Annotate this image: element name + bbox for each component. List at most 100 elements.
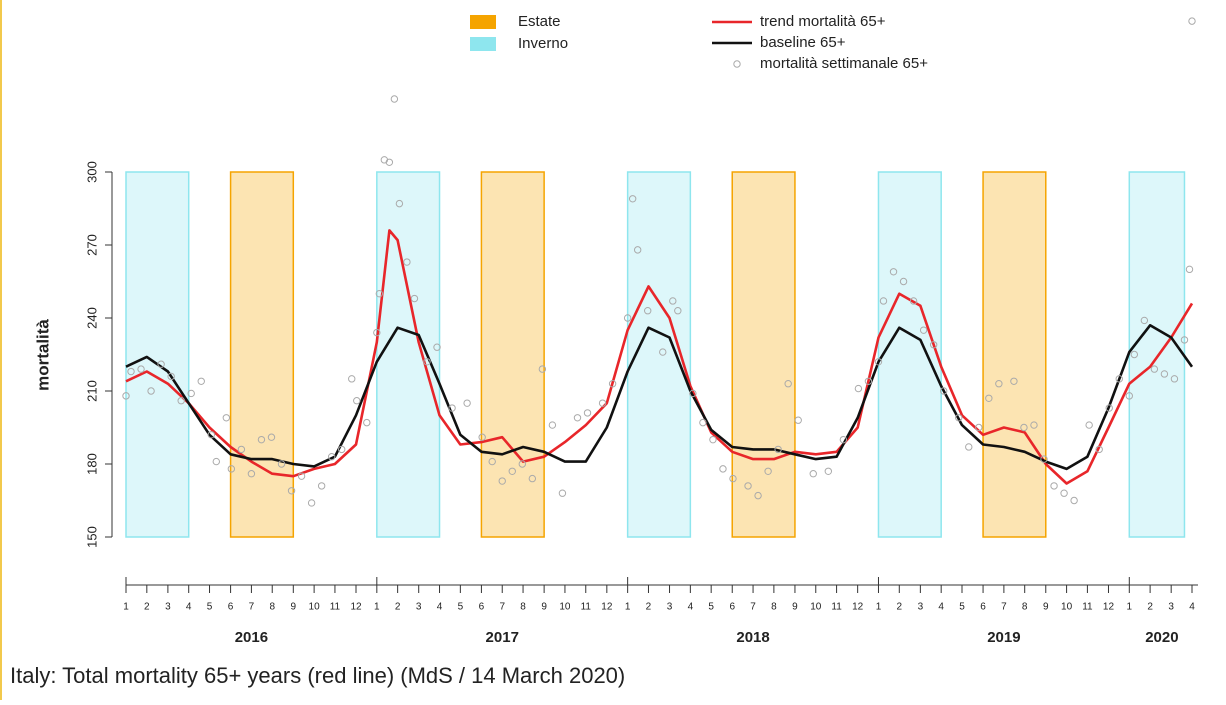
data-point	[1105, 404, 1113, 412]
x-tick-label: 3	[1168, 602, 1174, 613]
x-tick-label: 12	[350, 602, 362, 613]
data-point	[508, 467, 516, 475]
data-point	[854, 384, 863, 393]
data-point	[1140, 316, 1149, 325]
season-band	[480, 171, 545, 538]
x-tick-label: 9	[541, 602, 547, 613]
data-point	[729, 474, 737, 483]
data-point	[227, 465, 236, 473]
x-tick-label: 1	[625, 602, 631, 613]
x-tick-label: 6	[479, 602, 485, 613]
data-point	[338, 445, 346, 454]
data-point	[478, 433, 486, 441]
data-point	[548, 421, 557, 429]
data-point	[623, 314, 632, 322]
data-point	[1070, 496, 1078, 505]
data-point	[395, 199, 404, 208]
data-point	[1115, 375, 1123, 383]
data-point	[317, 482, 326, 490]
data-point	[744, 482, 752, 490]
x-tick-label: 6	[980, 602, 986, 613]
data-point	[939, 387, 948, 395]
data-point	[995, 380, 1003, 388]
data-point	[1020, 423, 1028, 432]
data-point	[1125, 392, 1133, 400]
data-point	[1095, 445, 1103, 454]
x-tick-label: 3	[918, 602, 924, 613]
data-point	[669, 297, 677, 305]
data-point	[839, 435, 848, 444]
data-point	[985, 394, 993, 402]
data-point	[689, 389, 697, 398]
data-point	[975, 423, 983, 432]
x-tick-label: 12	[1103, 602, 1115, 613]
season-band	[1128, 171, 1186, 538]
x-tick-label: 1	[374, 602, 380, 613]
data-point	[403, 258, 411, 266]
x-tick-label: 1	[123, 602, 129, 613]
data-point	[222, 414, 231, 422]
data-point	[147, 387, 155, 395]
data-point	[955, 414, 963, 422]
data-point	[433, 343, 441, 351]
year-label: 2018	[736, 629, 769, 646]
data-point	[809, 470, 817, 478]
data-point	[1188, 17, 1196, 25]
season-band	[125, 171, 190, 538]
data-point	[212, 457, 220, 466]
data-point	[1180, 336, 1189, 344]
legend-label: mortalità settimanale 65+	[760, 55, 928, 72]
x-tick-label: 8	[771, 602, 777, 613]
y-axis-label: mortalità	[33, 319, 52, 391]
data-point	[348, 375, 356, 383]
legend-swatch	[470, 37, 496, 51]
data-point	[177, 397, 185, 405]
data-point	[297, 472, 306, 480]
legend-label: trend mortalità 65+	[760, 13, 886, 30]
data-point	[1170, 375, 1179, 383]
x-tick-label: 12	[852, 602, 864, 613]
data-point	[628, 195, 637, 203]
legend-label: Inverno	[518, 35, 568, 52]
data-point	[879, 297, 888, 305]
data-point	[122, 392, 130, 400]
season-band	[877, 171, 942, 538]
data-point	[1040, 455, 1048, 463]
data-point	[448, 404, 456, 412]
data-point	[1130, 350, 1139, 359]
data-point	[488, 457, 496, 466]
data-point	[899, 277, 908, 286]
trend-line	[125, 229, 1194, 485]
data-point	[137, 365, 145, 373]
legend-swatch	[470, 15, 496, 29]
x-tick-label: 6	[228, 602, 234, 613]
x-tick-label: 11	[1082, 602, 1093, 613]
data-point	[573, 414, 582, 422]
data-point	[1085, 421, 1093, 429]
legend-swatch	[733, 60, 741, 68]
data-point	[157, 360, 165, 368]
data-point	[824, 467, 833, 475]
season-band	[229, 171, 295, 538]
data-point	[764, 467, 772, 475]
data-point	[257, 435, 266, 444]
data-point	[363, 418, 371, 427]
data-point	[659, 348, 667, 356]
data-point	[410, 294, 419, 303]
x-tick-label: 7	[499, 602, 505, 613]
x-tick-label: 9	[792, 602, 798, 613]
data-point	[608, 380, 617, 388]
data-point	[375, 289, 384, 298]
x-tick-label: 2	[1147, 602, 1153, 613]
data-point	[237, 445, 246, 454]
data-point	[353, 397, 361, 405]
caption: Italy: Total mortality 65+ years (red li…	[10, 663, 625, 688]
x-tick-label: 1	[1127, 602, 1133, 613]
data-point	[965, 443, 973, 451]
data-point	[699, 418, 707, 427]
x-tick-label: 9	[1043, 602, 1049, 613]
year-label: 2017	[486, 629, 519, 646]
x-tick-label: 5	[458, 602, 464, 613]
data-point	[267, 433, 276, 441]
